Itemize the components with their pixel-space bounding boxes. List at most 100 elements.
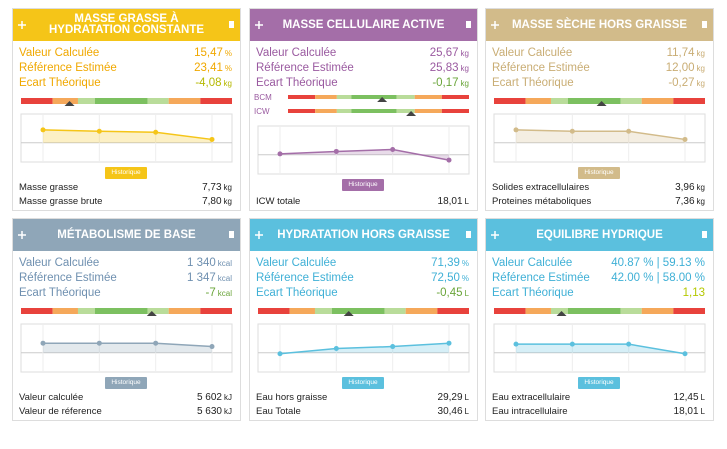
- history-button[interactable]: Historique: [105, 377, 147, 389]
- history-area: [43, 343, 212, 353]
- metric-label: Ecart Théorique: [492, 287, 574, 299]
- detail-value: 29,29 L: [438, 392, 469, 403]
- metric-row: Référence Estimée 23,41%: [19, 62, 232, 77]
- unit: kcal: [217, 289, 232, 298]
- detail-label: ICW totale: [256, 196, 301, 207]
- metric-value: 71,39%: [431, 257, 469, 269]
- value: 1 340: [186, 257, 216, 269]
- metric-value: 23,41%: [194, 62, 232, 74]
- gauge-segment: [147, 98, 169, 104]
- metric-label: Référence Estimée: [19, 62, 117, 74]
- gauge-segment: [258, 308, 290, 314]
- delete-icon: [702, 231, 707, 238]
- value: 7,80: [202, 196, 222, 207]
- metric-row: Ecart Théorique -0,27 kg: [492, 77, 705, 92]
- detail-label: Eau intracellulaire: [492, 406, 568, 417]
- history-frame: [20, 113, 233, 163]
- metric-row: Référence Estimée 72,50%: [256, 272, 469, 287]
- gauge-segment: [567, 98, 621, 104]
- detail-row: Proteines métaboliques 7,36 kg: [492, 196, 705, 210]
- gauge-segment: [396, 95, 415, 99]
- history-frame: [257, 125, 470, 175]
- history-line: [42, 129, 213, 141]
- history-point: [96, 128, 102, 134]
- value: 7,36: [675, 196, 695, 207]
- card-header: HYDRATATION HORS GRAISSE: [250, 219, 477, 251]
- detail-label: Masse grasse: [19, 182, 79, 193]
- history-button[interactable]: Historique: [578, 377, 620, 389]
- gauge-segment: [620, 308, 642, 314]
- move-icon: [18, 231, 26, 239]
- value: 3,96: [675, 182, 695, 193]
- metric-label: Ecart Théorique: [256, 77, 338, 89]
- metric-value: 25,83 kg: [430, 62, 469, 74]
- unit: L: [464, 407, 469, 416]
- detail-value: 7,73 kg: [202, 182, 232, 193]
- gauge-segment: [288, 95, 316, 99]
- gauge-segment: [147, 308, 169, 314]
- history-line: [515, 129, 686, 141]
- unit: L: [464, 197, 469, 206]
- move-icon: [255, 21, 263, 29]
- value: 40.87 % | 59.13 %: [611, 257, 705, 269]
- card-header: MÉTABOLISME DE BASE: [13, 219, 240, 251]
- gauges: BCM ICW: [254, 93, 469, 116]
- history-point: [513, 341, 519, 347]
- value: 11,74: [666, 47, 695, 59]
- history-point: [153, 340, 159, 346]
- value: 25,83: [429, 62, 459, 74]
- history-button[interactable]: Historique: [105, 167, 147, 179]
- card: MÉTABOLISME DE BASE Valeur Calculée 1 340 k…: [12, 218, 241, 421]
- gauge-marker: [406, 111, 417, 116]
- history-button[interactable]: Historique: [342, 377, 384, 389]
- delete-icon: [229, 231, 234, 238]
- unit: L: [700, 407, 705, 416]
- history-point: [626, 341, 632, 347]
- gauge-segment: [331, 308, 385, 314]
- gauges: [21, 98, 232, 106]
- history-button[interactable]: Historique: [578, 167, 620, 179]
- detail-label: Eau extracellulaire: [492, 392, 571, 403]
- value: 1,13: [682, 287, 705, 299]
- history-line: [279, 148, 450, 161]
- gauge-label: ICW: [254, 107, 270, 116]
- metric-row: Ecart Théorique -0,17 kg: [256, 77, 469, 92]
- value: 23,41: [194, 62, 223, 74]
- gauge-segment: [567, 308, 621, 314]
- gauge-segment: [315, 95, 337, 99]
- gauges: [494, 98, 705, 106]
- metric-row: Référence Estimée 12,00 kg: [492, 62, 705, 77]
- metric-value: 12,00 kg: [666, 62, 705, 74]
- detail-value: 7,80 kg: [202, 196, 232, 207]
- history-button[interactable]: Historique: [342, 179, 384, 191]
- gauge-marker: [556, 311, 567, 316]
- unit: %: [461, 274, 469, 283]
- metric-value: -7 kcal: [206, 287, 232, 299]
- gauge-segment: [441, 95, 469, 99]
- value: 29,29: [437, 392, 463, 403]
- detail-row: Solides extracellulaires 3,96 kg: [492, 182, 705, 196]
- history-point: [153, 129, 159, 135]
- metric-value: 25,67 kg: [430, 47, 469, 59]
- gauge-marker: [64, 101, 75, 106]
- history-line: [43, 342, 213, 348]
- metric-value: 1,13: [683, 287, 705, 299]
- move-icon: [491, 21, 499, 29]
- detail-value: 5 602 kJ: [197, 392, 232, 403]
- metric-label: Ecart Théorique: [492, 77, 574, 89]
- gauge-segment: [200, 308, 232, 314]
- metric-value: 72,50%: [431, 272, 469, 284]
- value: 72,50: [431, 272, 460, 284]
- detail-label: Proteines métaboliques: [492, 196, 592, 207]
- header-icons: [491, 21, 707, 29]
- unit: kg: [696, 197, 705, 206]
- metric-label: Valeur Calculée: [19, 47, 100, 59]
- unit: %: [461, 259, 469, 268]
- history-point: [40, 127, 46, 133]
- metric-label: Ecart Théorique: [256, 287, 338, 299]
- metric-label: Ecart Théorique: [19, 77, 101, 89]
- history-point: [277, 151, 283, 157]
- history-point: [626, 128, 632, 134]
- unit: kg: [696, 49, 705, 58]
